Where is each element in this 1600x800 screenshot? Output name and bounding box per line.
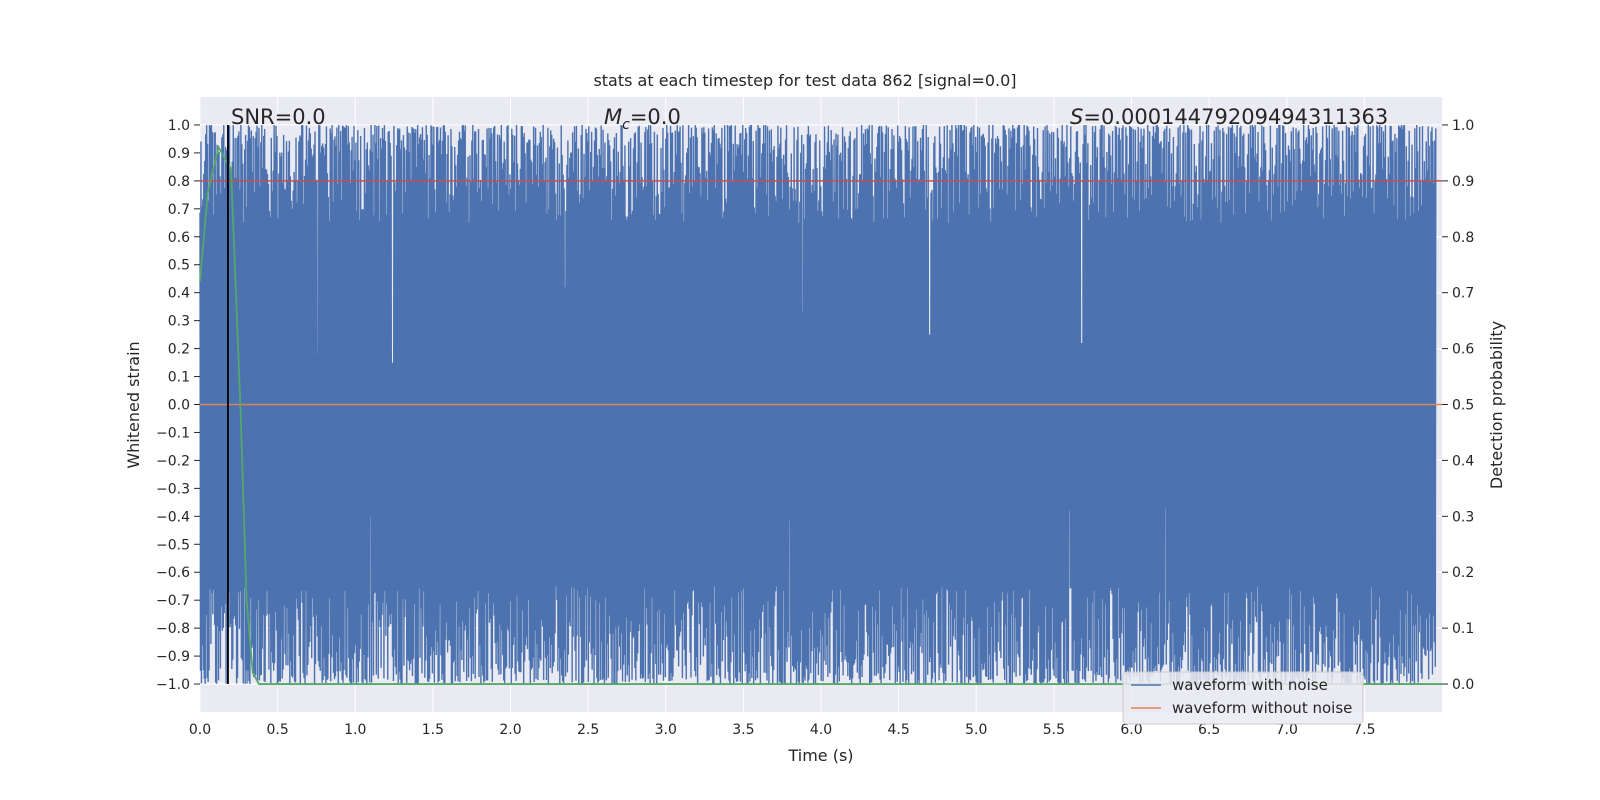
left-tick-label: −0.9 xyxy=(156,649,190,665)
left-axis-ticks: 1.0 0.9 0.8 0.7 0.6 0.5 0.4 0.3 0.2 0.1 0.0 −0.1 −0.… xyxy=(156,118,200,693)
overlay-lines xyxy=(199,124,1442,685)
chart-title: stats at each timestep for test data 862… xyxy=(593,71,1016,90)
left-tick-label: −0.2 xyxy=(156,453,190,469)
right-axis-ticks: 1.0 0.9 0.8 0.7 0.6 0.5 0.4 0.3 0.2 0.1 0.0 xyxy=(1442,118,1474,693)
legend-label-noise: waveform with noise xyxy=(1172,676,1328,694)
x-tick-label: 1.0 xyxy=(344,722,366,738)
right-tick-label: 0.1 xyxy=(1452,621,1474,637)
right-tick-label: 0.9 xyxy=(1452,174,1474,190)
x-tick-label: 4.0 xyxy=(810,722,832,738)
x-axis-label: Time (s) xyxy=(787,746,853,765)
x-tick-label: 2.0 xyxy=(499,722,521,738)
left-tick-label: −0.6 xyxy=(156,565,190,581)
noisy-waveform-series xyxy=(199,124,1437,685)
x-axis-ticks: 0.0 0.5 1.0 1.5 2.0 2.5 3.0 3.5 4.0 4.5 5.0 5.5 6.0 6… xyxy=(189,722,1376,738)
x-tick-label: 0.0 xyxy=(189,722,211,738)
left-tick-label: −0.8 xyxy=(156,621,190,637)
left-tick-label: 0.3 xyxy=(168,314,190,330)
left-tick-label: −0.7 xyxy=(156,593,190,609)
s-annotation: S=0.00014479209494311363 xyxy=(1070,105,1388,129)
right-tick-label: 0.2 xyxy=(1452,565,1474,581)
x-tick-label: 3.0 xyxy=(655,722,677,738)
x-tick-label: 7.5 xyxy=(1353,722,1375,738)
left-tick-label: −0.5 xyxy=(156,537,190,553)
chirp-mass-value: =0.0 xyxy=(630,105,681,129)
right-tick-label: 1.0 xyxy=(1452,118,1474,134)
detection-probability-line xyxy=(199,144,1442,685)
left-tick-label: 0.4 xyxy=(168,286,190,302)
x-tick-label: 7.0 xyxy=(1276,722,1298,738)
x-tick-label: 2.5 xyxy=(577,722,599,738)
s-value: =0.00014479209494311363 xyxy=(1083,105,1388,129)
left-tick-label: 0.0 xyxy=(168,398,190,414)
x-tick-label: 3.5 xyxy=(732,722,754,738)
right-tick-label: 0.8 xyxy=(1452,230,1474,246)
s-symbol: S xyxy=(1070,105,1083,129)
noisy-waveform-line xyxy=(199,124,1437,685)
x-tick-label: 6.5 xyxy=(1198,722,1220,738)
snr-annotation: SNR=0.0 xyxy=(231,105,326,129)
right-axis-label: Detection probability xyxy=(1487,321,1506,489)
left-tick-label: 0.1 xyxy=(168,370,190,386)
x-tick-label: 4.5 xyxy=(887,722,909,738)
left-tick-label: 0.5 xyxy=(168,258,190,274)
left-tick-label: −1.0 xyxy=(156,677,190,693)
x-tick-label: 0.5 xyxy=(266,722,288,738)
right-tick-label: 0.3 xyxy=(1452,509,1474,525)
left-tick-label: 0.9 xyxy=(168,146,190,162)
left-tick-label: −0.1 xyxy=(156,425,190,441)
right-tick-label: 0.4 xyxy=(1452,453,1474,469)
right-tick-label: 0.0 xyxy=(1452,677,1474,693)
legend-label-clean: waveform without noise xyxy=(1172,699,1352,717)
left-tick-label: 0.8 xyxy=(168,174,190,190)
x-tick-label: 5.5 xyxy=(1043,722,1065,738)
legend-box xyxy=(1122,671,1364,725)
right-tick-label: 0.6 xyxy=(1452,342,1474,358)
chirp-mass-symbol: M xyxy=(604,105,622,129)
left-axis-label: Whitened strain xyxy=(124,341,143,468)
x-tick-label: 6.0 xyxy=(1120,722,1142,738)
left-tick-label: 0.7 xyxy=(168,202,190,218)
right-tick-label: 0.5 xyxy=(1452,398,1474,414)
left-tick-label: −0.4 xyxy=(156,509,190,525)
left-tick-label: 0.6 xyxy=(168,230,190,246)
chirp-mass-annotation: Mc=0.0 xyxy=(604,105,681,133)
left-tick-label: −0.3 xyxy=(156,481,190,497)
legend: waveform with noise waveform without noi… xyxy=(1122,671,1364,725)
right-tick-label: 0.7 xyxy=(1452,286,1474,302)
x-tick-label: 1.5 xyxy=(422,722,444,738)
left-tick-label: 0.2 xyxy=(168,342,190,358)
left-tick-label: 1.0 xyxy=(168,118,190,134)
chirp-mass-subscript: c xyxy=(622,117,630,133)
x-tick-label: 5.0 xyxy=(965,722,987,738)
